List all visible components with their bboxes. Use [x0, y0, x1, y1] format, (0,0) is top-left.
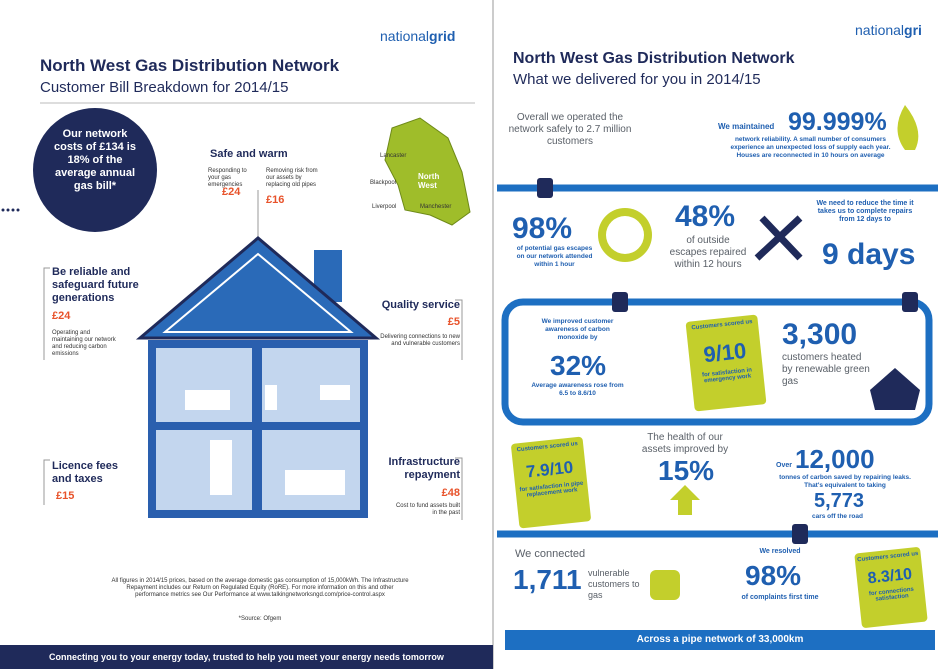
- pipes: [497, 184, 938, 538]
- heading: Be reliable and safeguard future generat…: [52, 266, 139, 304]
- valves: [537, 178, 918, 544]
- stat-value: 15%: [658, 455, 715, 486]
- map-label: North West: [418, 172, 440, 190]
- stat-text: network reliability. A small number of c…: [730, 136, 891, 159]
- house-icon: [870, 368, 920, 410]
- stat-lead: We connected: [515, 548, 586, 560]
- footer-bar: [0, 645, 493, 669]
- roof: [135, 236, 381, 340]
- heading: Quality service: [381, 299, 460, 311]
- stat-value: 98%: [512, 212, 573, 245]
- stat-text: of potential gas escapes on our network …: [516, 245, 593, 268]
- dots: [1, 208, 20, 212]
- arrow-up: [670, 485, 700, 515]
- footnote: All figures in 2014/15 prices, based on …: [111, 578, 409, 598]
- stat-text: for connections satisfaction: [868, 586, 915, 603]
- bracket: [455, 457, 463, 520]
- desc: Operating and maintaining our network an…: [52, 330, 116, 357]
- desc: Responding to your gas emergencies: [208, 168, 247, 188]
- map-label: Liverpool: [372, 204, 397, 210]
- thumb: [650, 570, 680, 600]
- map-label: Lancaster: [380, 153, 407, 159]
- stat-text: of outside escapes repaired within 12 ho…: [669, 235, 747, 270]
- stat-value: 5,773: [814, 490, 865, 512]
- stat-value: 12,000: [795, 444, 875, 474]
- cost-circle: [33, 108, 157, 232]
- stat-value: 9/10: [702, 337, 748, 368]
- brand-bold: grid: [429, 28, 456, 44]
- heading: Infrastructure repayment: [388, 456, 460, 481]
- stat-lead: Customers scored us: [691, 319, 753, 332]
- bracket: [43, 267, 50, 360]
- brand-bold: gri: [904, 22, 922, 38]
- clipboard: Customers scored us 7.9/10 for satisfactio…: [510, 436, 592, 529]
- brand: nationalgri: [855, 22, 922, 38]
- stat-text: for satisfaction in pipe replacement wor…: [519, 480, 584, 499]
- brand-light: national: [380, 28, 430, 44]
- stat-text: vulnerable customers to gas: [588, 568, 640, 600]
- brand-light: national: [855, 22, 905, 38]
- amount: £48: [441, 487, 460, 499]
- map: [384, 117, 471, 226]
- map-label: Manchester: [420, 204, 452, 210]
- stat-value: 98%: [745, 560, 802, 591]
- stat-lead: Customers scored us: [856, 550, 919, 564]
- circle-text: Our network costs of £134 is 18% of the …: [54, 128, 136, 192]
- stat-lead: We maintained: [718, 122, 775, 131]
- stat-text: cars off the road: [812, 513, 863, 520]
- map-label: Blackpool: [370, 180, 397, 186]
- stat-value: 32%: [550, 350, 607, 381]
- stat-lead: We resolved: [759, 548, 801, 555]
- stat-value: 8.3/10: [866, 565, 913, 588]
- roof-line: [162, 252, 354, 333]
- furniture: [185, 385, 350, 495]
- stat-value: 1,711: [513, 564, 582, 595]
- stat-value: 99.999%: [788, 108, 887, 136]
- stat-text: of complaints first time: [741, 594, 819, 601]
- stat-text: for satisfaction in emergency work: [701, 367, 753, 385]
- heading: Safe and warm: [210, 148, 288, 160]
- stat-text: Overall we operated the network safely t…: [508, 112, 632, 147]
- stat-text: tonnes of carbon saved by repairing leak…: [779, 474, 911, 489]
- stat-text: We need to reduce the time it takes us t…: [816, 200, 914, 223]
- network-bar: [505, 630, 935, 650]
- subtitle: What we delivered for you in 2014/15: [513, 71, 761, 88]
- stat-text: customers heated by renewable green gas: [782, 352, 870, 387]
- brand: nationalgrid: [380, 28, 456, 44]
- network-text: Across a pipe network of 33,000km: [636, 634, 804, 645]
- bracket: [43, 459, 50, 505]
- stat-value: 48%: [675, 200, 736, 233]
- clock-face: [606, 216, 644, 254]
- desc: Cost to fund assets built in the past: [395, 503, 460, 516]
- desc: Removing risk from our assets by replaci…: [266, 168, 318, 188]
- desc: Delivering connections to new and vulner…: [380, 334, 460, 347]
- amount: £24: [52, 310, 71, 322]
- heading: Licence fees and taxes: [52, 460, 119, 485]
- stat-value: 9 days: [822, 238, 916, 271]
- title: North West Gas Distribution Network: [513, 50, 795, 67]
- tools: [754, 215, 803, 261]
- stat-lead: Customers scored us: [516, 441, 579, 454]
- subtitle: Customer Bill Breakdown for 2014/15: [40, 79, 289, 96]
- amount: £15: [56, 490, 75, 502]
- stat-lead: The health of our assets improved by: [641, 432, 729, 455]
- footer: Connecting you to your energy today, tru…: [49, 652, 444, 662]
- bracket: [455, 299, 463, 360]
- amount: £5: [447, 316, 460, 328]
- amount: £16: [266, 194, 285, 206]
- stat-value: 7.9/10: [525, 457, 575, 482]
- source: *Source: Ofgem: [238, 616, 282, 622]
- clipboard: Customers scored us 8.3/10 for connections…: [854, 546, 928, 629]
- stat-value: 3,300: [782, 318, 858, 351]
- stat-text: Average awareness rose from 6.5 to 8.6/1…: [531, 382, 624, 397]
- flame: [897, 105, 919, 150]
- stat-lead: We improved customer awareness of carbon…: [541, 318, 614, 341]
- stat-lead: Over: [776, 462, 792, 469]
- amount: £24: [222, 186, 241, 198]
- clipboard: Customers scored us 9/10 for satisfaction …: [685, 314, 767, 412]
- title: North West Gas Distribution Network: [40, 56, 340, 75]
